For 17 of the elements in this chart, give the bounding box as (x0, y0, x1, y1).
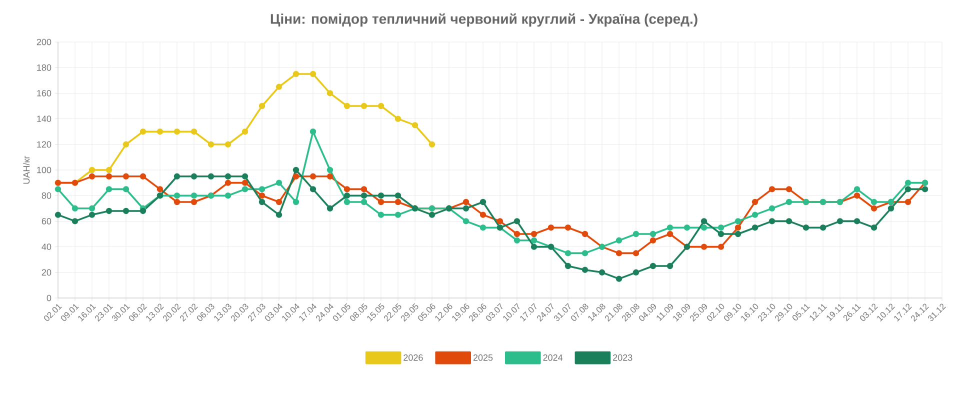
y-tick-label: 100 (37, 166, 52, 174)
chart-title: Ціни: помідор тепличний червоний круглий - Україна (серед.) (270, 13, 698, 27)
y-axis-title: UAH/кг (23, 156, 30, 184)
y-tick-label: 60 (42, 218, 52, 224)
legend-label: 2026 (404, 354, 423, 361)
y-tick-label: 180 (37, 64, 52, 71)
y-tick-label: 80 (42, 192, 52, 199)
y-tick-label: 160 (37, 90, 52, 96)
y-tick-label: 40 (42, 244, 52, 250)
y-tick-label: 200 (36, 38, 52, 46)
y-tick-label: 20 (42, 269, 52, 276)
y-tick-label: 0 (46, 294, 52, 302)
y-tick-label: 120 (37, 141, 52, 148)
legend-label: 2024 (543, 354, 563, 361)
legend-label: 2025 (473, 354, 493, 361)
y-tick-label: 140 (37, 116, 52, 122)
legend-label: 2023 (613, 354, 632, 361)
